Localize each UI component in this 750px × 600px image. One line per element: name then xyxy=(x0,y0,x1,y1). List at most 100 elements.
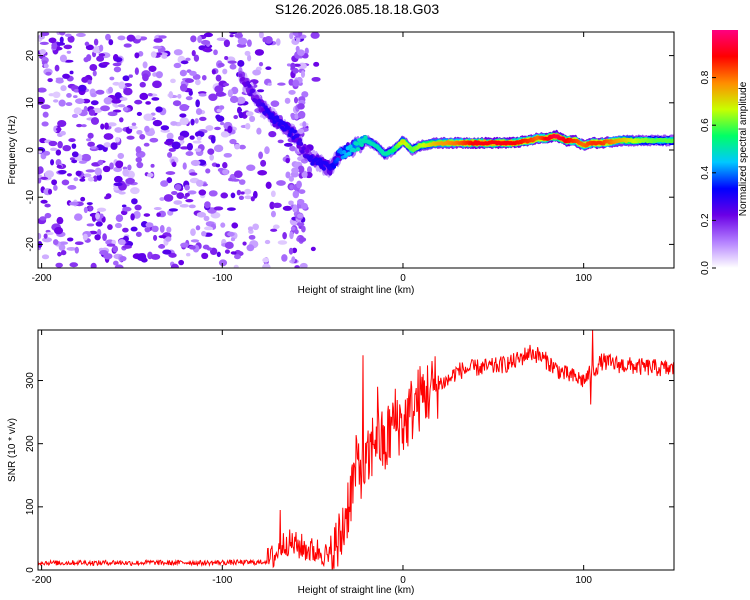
heatmap-cell xyxy=(96,207,107,212)
heatmap-cell xyxy=(205,125,214,131)
heatmap-cell xyxy=(182,162,187,170)
heatmap-cell xyxy=(67,185,77,190)
heatmap-cell xyxy=(288,90,296,95)
heatmap-cell xyxy=(121,204,127,208)
heatmap-cell xyxy=(99,44,104,52)
snr-series xyxy=(38,330,674,570)
heatmap-cell xyxy=(127,164,132,171)
heatmap-cell xyxy=(48,140,58,147)
heatmap-cell xyxy=(119,97,128,101)
heatmap-cell xyxy=(298,237,307,243)
heatmap-cell xyxy=(55,42,66,46)
heatmap-cell xyxy=(86,202,93,206)
heatmap-cell xyxy=(244,195,252,200)
heatmap-cell xyxy=(170,263,179,268)
heatmap-cell xyxy=(93,38,99,46)
heatmap-cell xyxy=(38,178,42,184)
heatmap-cell xyxy=(217,62,225,68)
heatmap-cell xyxy=(94,234,101,241)
heatmap-cell xyxy=(126,135,135,140)
heatmap-cell xyxy=(213,49,218,56)
heatmap-cell xyxy=(102,165,111,173)
heatmap-cell xyxy=(155,71,163,79)
heatmap-cell xyxy=(297,213,304,219)
ridge-cell xyxy=(300,149,305,154)
heatmap-cell xyxy=(229,138,237,145)
heatmap-cell xyxy=(195,108,203,115)
heatmap-cell xyxy=(73,107,82,115)
heatmap-cell xyxy=(62,73,71,79)
heatmap-cell xyxy=(159,224,165,233)
heatmap-cell xyxy=(220,222,226,228)
heatmap-cell xyxy=(224,55,229,61)
heatmap-cell xyxy=(290,62,296,70)
heatmap-cell xyxy=(87,176,95,182)
heatmap-cell xyxy=(188,90,193,96)
heatmap-cell xyxy=(156,212,161,217)
heatmap-cell xyxy=(231,222,239,229)
heatmap-cell xyxy=(152,80,162,89)
heatmap-cell xyxy=(163,194,174,202)
heatmap-cell xyxy=(226,207,236,211)
heatmap-cell xyxy=(196,211,207,218)
colorbar-label: Normalized spectral amplitude xyxy=(738,81,749,216)
heatmap-cell xyxy=(159,197,165,202)
heatmap-cell xyxy=(172,100,182,107)
heatmap-cell xyxy=(112,62,122,67)
heatmap-cell xyxy=(297,49,305,56)
heatmap-cell xyxy=(58,99,66,107)
heatmap-cell xyxy=(60,130,66,136)
heatmap-cell xyxy=(99,213,104,219)
heatmap-cell xyxy=(194,148,202,152)
heatmap-cell xyxy=(252,190,258,199)
ridge-cell xyxy=(248,92,253,97)
heatmap-cell xyxy=(112,81,121,86)
heatmap-cell xyxy=(185,151,194,157)
heatmap-cell xyxy=(240,191,245,195)
heatmap-cell xyxy=(66,92,72,98)
heatmap-cell xyxy=(168,91,174,99)
heatmap-cell xyxy=(189,135,195,140)
heatmap-cell xyxy=(107,122,117,127)
ridge-cell xyxy=(257,98,262,103)
heatmap-cell xyxy=(153,234,158,241)
heatmap-cell xyxy=(85,44,94,51)
heatmap-cell xyxy=(47,78,53,83)
heatmap-cell xyxy=(258,32,264,39)
heatmap-cell xyxy=(291,167,300,174)
heatmap-cell xyxy=(260,159,267,167)
heatmap-cell xyxy=(195,225,201,231)
heatmap-cell xyxy=(115,214,124,223)
heatmap-cell xyxy=(109,76,115,81)
heatmap-cell xyxy=(292,79,300,87)
ridge-cell xyxy=(308,155,314,160)
heatmap-cell xyxy=(155,106,163,113)
heatmap-cell xyxy=(304,47,309,55)
heatmap-cell xyxy=(40,199,48,204)
heatmap-cell xyxy=(75,98,85,105)
heatmap-cell xyxy=(288,200,294,206)
heatmap-cell xyxy=(168,252,177,258)
heatmap-cell xyxy=(233,264,239,268)
heatmap-cell xyxy=(179,103,190,112)
ridge-cell xyxy=(321,166,327,171)
heatmap-cell xyxy=(200,39,211,46)
heatmap-cell xyxy=(150,163,155,168)
x-tick-label: -200 xyxy=(32,575,52,586)
heatmap-cell xyxy=(57,252,63,256)
heatmap-cell xyxy=(168,208,179,212)
heatmap-cell xyxy=(190,118,195,126)
ridge-cell xyxy=(286,125,291,131)
heatmap-cell xyxy=(190,239,200,243)
heatmap-cell xyxy=(51,41,58,50)
heatmap-cell xyxy=(108,86,114,94)
heatmap-cell xyxy=(123,87,133,96)
ridge-cell xyxy=(238,73,243,78)
heatmap-cell xyxy=(130,187,140,195)
heatmap-cell xyxy=(290,226,296,231)
heatmap-cell xyxy=(43,63,49,69)
heatmap-cell xyxy=(208,93,218,102)
heatmap-cell xyxy=(185,198,194,203)
heatmap-cell xyxy=(103,133,114,140)
heatmap-cell xyxy=(170,78,176,84)
